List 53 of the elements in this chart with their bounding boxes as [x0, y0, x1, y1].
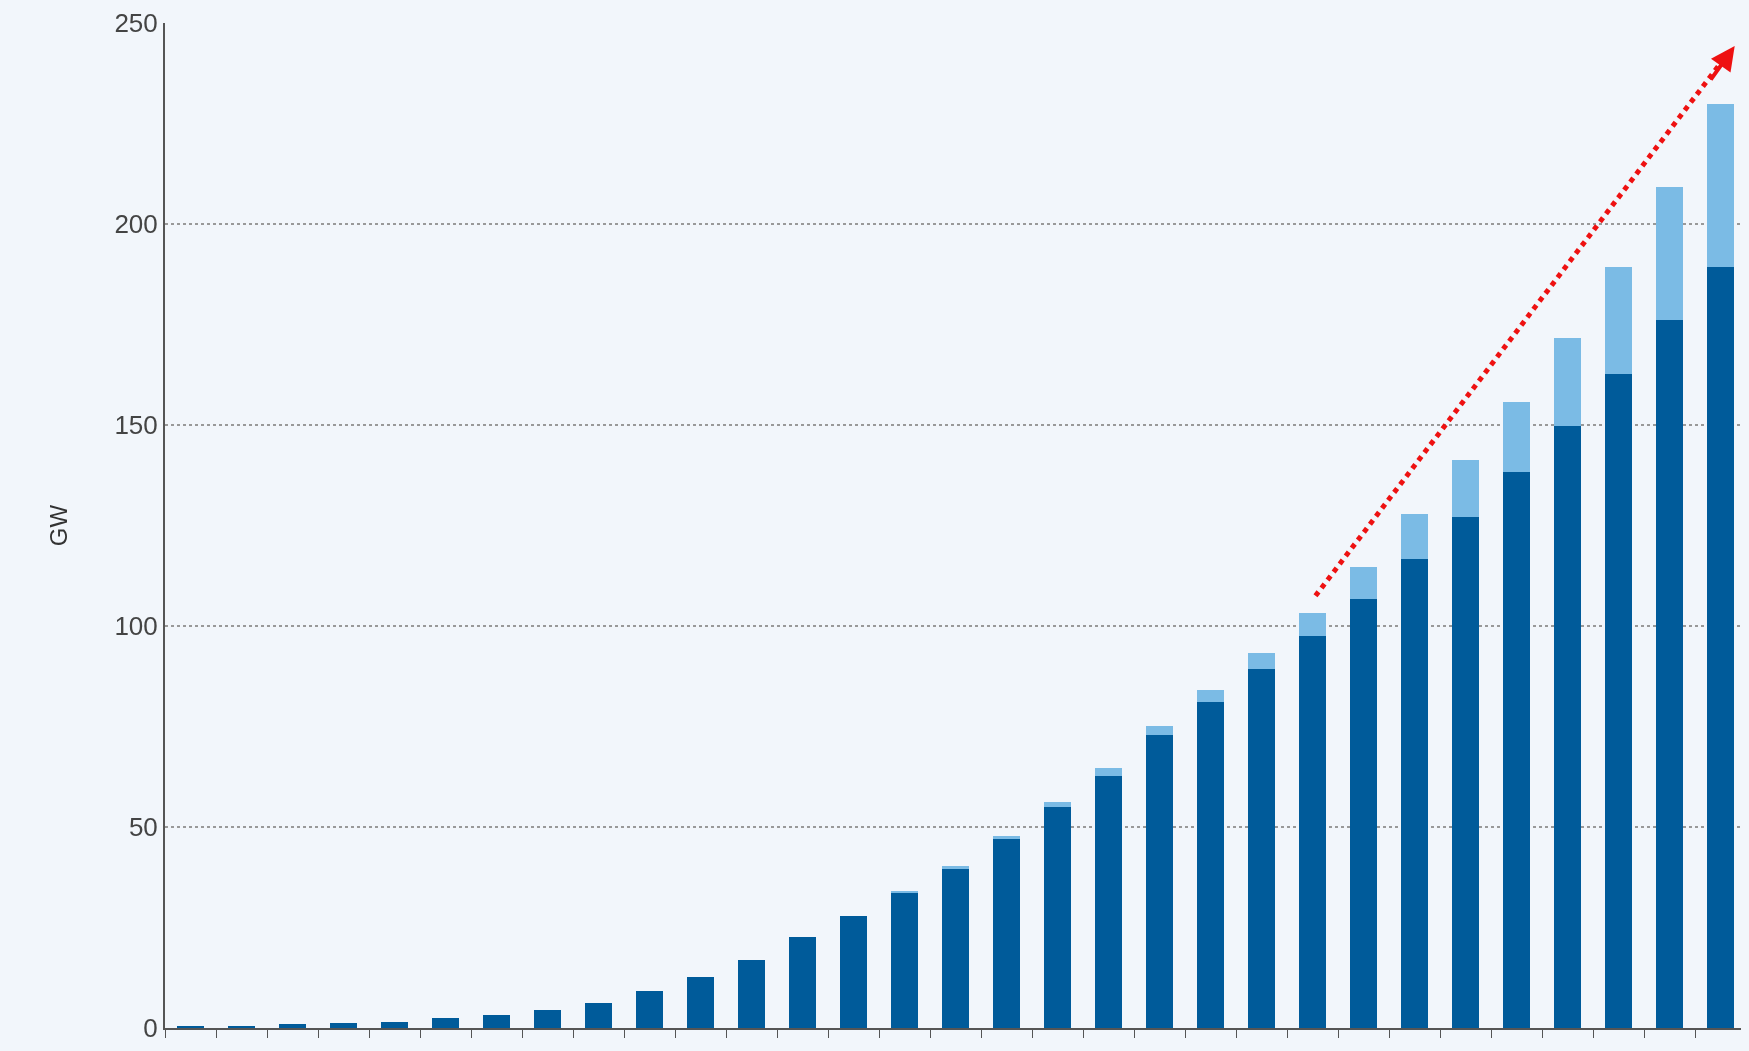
bar [483, 1014, 510, 1028]
bar [1401, 558, 1428, 1028]
y-tick-label: 200 [114, 209, 158, 240]
bar [1248, 652, 1275, 670]
bar [1605, 374, 1632, 1028]
bar [228, 1025, 255, 1028]
bar [1707, 104, 1734, 268]
y-tick-label: 250 [114, 8, 158, 39]
bar [1095, 767, 1122, 777]
y-tick-label: 150 [114, 410, 158, 441]
bar [942, 868, 969, 1028]
bar [1248, 669, 1275, 1028]
bar [1503, 402, 1530, 473]
bar [1554, 426, 1581, 1028]
bar [1350, 566, 1377, 600]
bar [330, 1023, 357, 1028]
y-axis-title: GW [45, 504, 73, 547]
bar [1503, 472, 1530, 1028]
y-tick-label: 0 [143, 1013, 158, 1044]
bar [1656, 186, 1683, 321]
bar [1299, 636, 1326, 1028]
bar [381, 1021, 408, 1028]
bar [993, 839, 1020, 1028]
bar [1197, 701, 1224, 1028]
bar [585, 1002, 612, 1028]
bar [1044, 807, 1071, 1028]
bar [432, 1017, 459, 1028]
bar [1452, 459, 1479, 518]
bar [687, 977, 714, 1028]
y-tick-label: 50 [128, 812, 158, 843]
bar [993, 835, 1020, 840]
bar [1707, 267, 1734, 1028]
bar [1401, 513, 1428, 559]
bar [1146, 726, 1173, 735]
bar [636, 990, 663, 1028]
bar [1656, 320, 1683, 1028]
bar [1350, 599, 1377, 1028]
bar [1095, 776, 1122, 1028]
bar [1554, 338, 1581, 427]
bar [1146, 734, 1173, 1028]
bar [1197, 689, 1224, 702]
y-tick-label: 100 [114, 611, 158, 642]
bar [279, 1023, 306, 1028]
bar [891, 892, 918, 1028]
bar [1299, 612, 1326, 637]
bar [1605, 267, 1632, 375]
bar [738, 959, 765, 1028]
bar [789, 936, 816, 1028]
bar [1452, 517, 1479, 1028]
bar [942, 866, 969, 869]
bar [840, 915, 867, 1028]
bar [1044, 801, 1071, 808]
bar [534, 1009, 561, 1028]
